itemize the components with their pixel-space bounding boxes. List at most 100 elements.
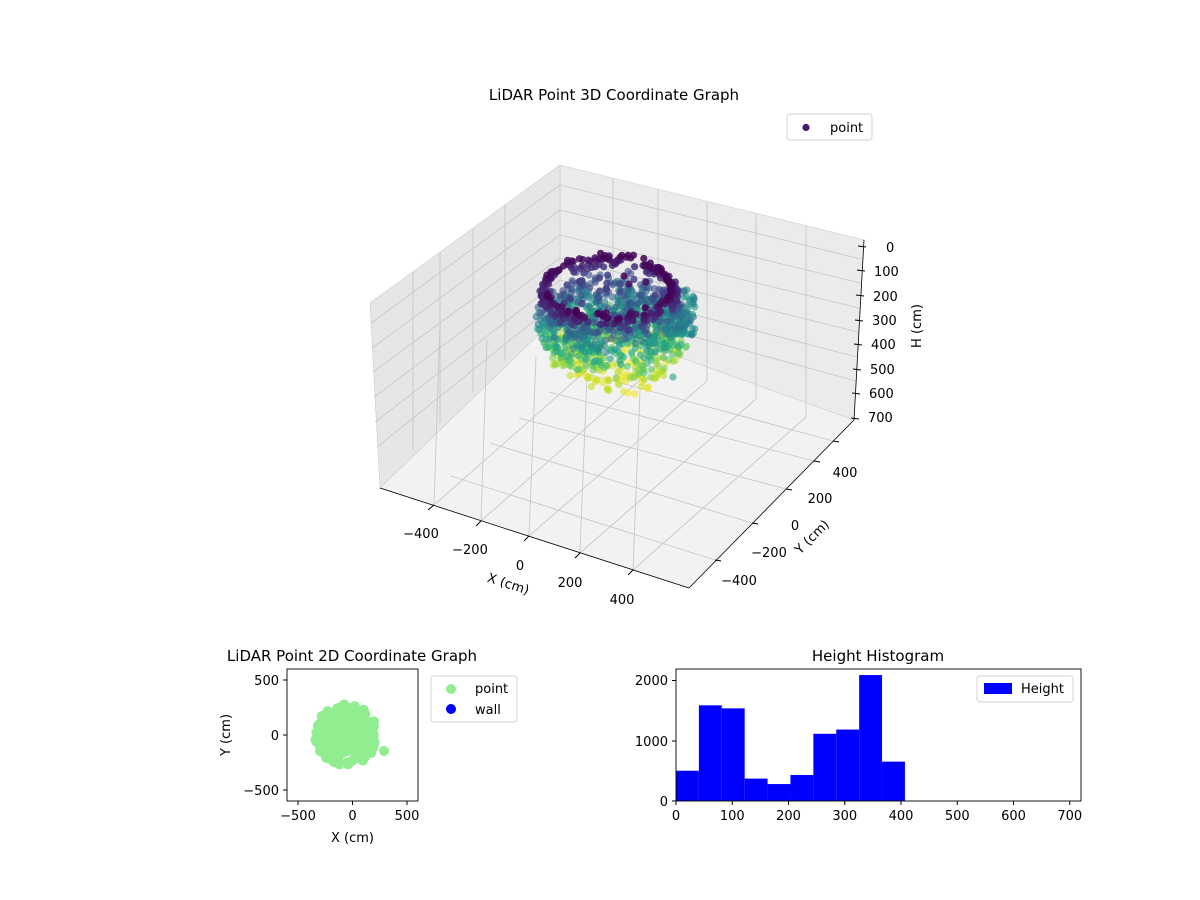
point-marker [602, 309, 610, 317]
point-marker [566, 295, 575, 303]
point-marker-2d [312, 735, 323, 745]
point-marker [640, 254, 648, 263]
z-tick-label: 200 [873, 290, 898, 305]
point-marker [688, 331, 696, 339]
grid-line [372, 234, 561, 373]
point-marker-2d [326, 724, 337, 735]
hist-x-tick-label: 100 [720, 809, 745, 824]
grid-line [374, 279, 561, 423]
point-marker [611, 303, 620, 311]
point-marker [568, 277, 576, 285]
grid-line [559, 257, 859, 333]
grid-line [489, 442, 753, 524]
hist-bars [676, 675, 905, 801]
z-ticks-3d: 0 100 200 300 400 500 600 700 [850, 241, 899, 426]
point-marker-2d [351, 740, 362, 750]
point-marker-2d [328, 756, 339, 767]
point-marker [689, 313, 697, 321]
point-marker [588, 263, 596, 271]
hist-y-tick-label: 0 [660, 795, 668, 810]
point-marker [671, 321, 680, 329]
point-marker [543, 271, 551, 279]
point-marker [677, 340, 685, 348]
point-marker [573, 366, 582, 374]
point-marker-2d [359, 709, 370, 720]
point-marker [603, 279, 611, 287]
point-marker [581, 313, 589, 321]
grid-line [579, 373, 588, 554]
point-marker [542, 343, 550, 352]
legend-label-height: Height [1021, 682, 1064, 697]
point-marker [663, 317, 671, 325]
point-marker [666, 286, 674, 294]
z-axis-line [853, 239, 865, 421]
point-marker [621, 293, 629, 301]
point-marker [534, 320, 542, 328]
point-marker [569, 257, 577, 265]
point-marker [553, 343, 561, 351]
point-marker [549, 267, 558, 275]
point-marker [559, 262, 568, 270]
point-marker [690, 294, 698, 302]
point-marker [618, 251, 626, 259]
point-marker [680, 287, 688, 296]
point-marker [641, 304, 649, 312]
plot2d-y-axis-label: Y (cm) [219, 714, 234, 757]
hist-bar [767, 784, 791, 801]
point-marker [639, 296, 647, 304]
point-marker [606, 355, 614, 363]
point-marker [584, 373, 592, 381]
point-marker [603, 386, 611, 394]
hist-bar [836, 729, 860, 801]
point-marker [582, 361, 590, 369]
point-marker [612, 374, 620, 382]
grid-line [518, 417, 787, 490]
point-marker [675, 349, 683, 357]
point-marker [557, 349, 565, 357]
point-marker [631, 263, 639, 271]
point-marker [551, 361, 559, 369]
plot2d-y-tick-label: 500 [254, 674, 279, 689]
point-marker [596, 343, 604, 351]
plot2d: LiDAR Point 2D Coordinate Graph −500 0 5… [219, 647, 518, 846]
point-marker [593, 328, 601, 336]
point-marker [609, 327, 617, 335]
hist-bar [813, 733, 837, 801]
point-marker [691, 325, 699, 333]
grid3d [370, 178, 862, 571]
point-marker [587, 383, 596, 391]
hist-y-tick-label: 2000 [635, 674, 668, 689]
grid-line [373, 257, 561, 398]
legend-label-point-3d: point [830, 121, 863, 136]
point-marker [647, 365, 656, 374]
point-marker [616, 288, 624, 296]
z-tick-label: 600 [869, 387, 894, 402]
point-marker [651, 347, 659, 356]
point-marker [677, 312, 685, 320]
hist-bar [859, 675, 883, 801]
hist-frame [675, 668, 1082, 802]
point-marker [644, 383, 652, 391]
plot3d-title: LiDAR Point 3D Coordinate Graph [489, 86, 739, 104]
x-tick-label: 200 [558, 576, 583, 591]
plot2d-y-ticks [283, 679, 287, 791]
point-marker-2d [342, 734, 352, 744]
hist-y-tick-label: 1000 [635, 735, 668, 750]
grid-line [632, 416, 807, 571]
point-marker [538, 334, 546, 342]
y-ticks-3d: −400 −200 0 200 400 [714, 440, 857, 589]
point-marker [595, 294, 603, 302]
point-marker [633, 300, 641, 308]
point-marker [683, 308, 691, 317]
point-marker [637, 337, 646, 345]
point-marker [636, 281, 645, 289]
hist-x-tick-label: 0 [672, 809, 680, 824]
legend-2d: point wall [430, 675, 518, 723]
grid-line [370, 184, 561, 324]
grid-line [559, 234, 860, 309]
point-marker [640, 376, 648, 384]
z-tick-label: 700 [868, 411, 893, 426]
point-marker [577, 291, 585, 300]
point-marker [605, 376, 613, 385]
point-marker [578, 300, 586, 308]
